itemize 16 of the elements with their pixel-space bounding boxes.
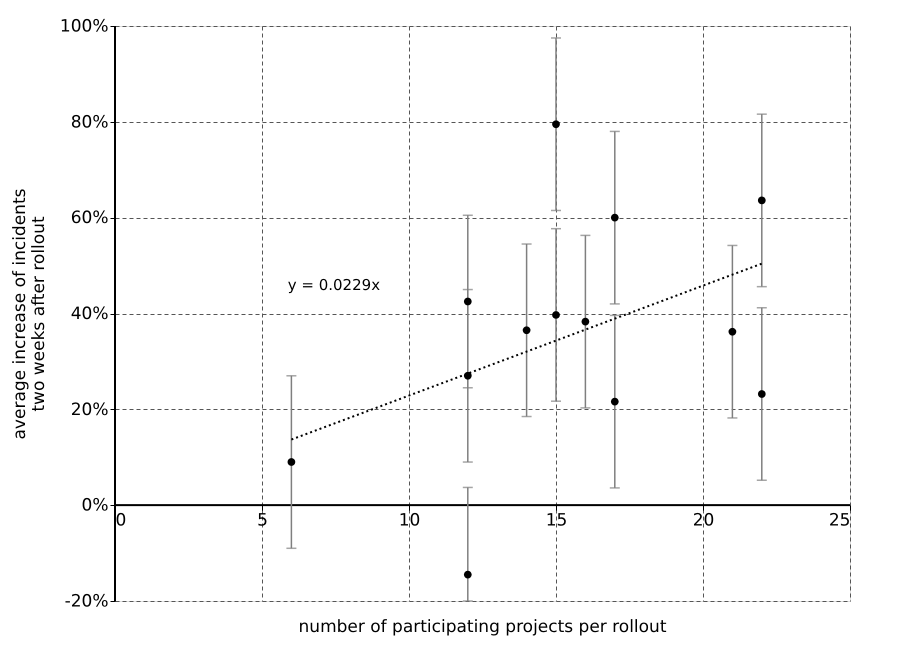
y-tick-label: 0% [82, 496, 108, 516]
y-tick-label: 80% [70, 112, 108, 132]
y-tick-label: 100% [60, 16, 108, 36]
x-tick-label: 25 [828, 510, 850, 531]
annotation: y = 0.0229x [288, 276, 380, 294]
x-tick-label: 10 [398, 510, 420, 531]
x-axis-title: number of participating projects per rollout [298, 617, 667, 637]
x-tick-label: 15 [546, 510, 568, 531]
x-tick-label: 20 [692, 510, 714, 531]
y-tick-label: 40% [70, 304, 108, 324]
x-tick-label: 5 [257, 510, 268, 531]
x-tick-label: 0 [116, 510, 126, 531]
y-tick-label: -20% [64, 592, 108, 612]
y-tick-label: 60% [70, 208, 108, 228]
y-tick-label: 20% [70, 400, 108, 420]
y-axis-title: average increase of incidents two weeks after rollout [10, 188, 49, 440]
